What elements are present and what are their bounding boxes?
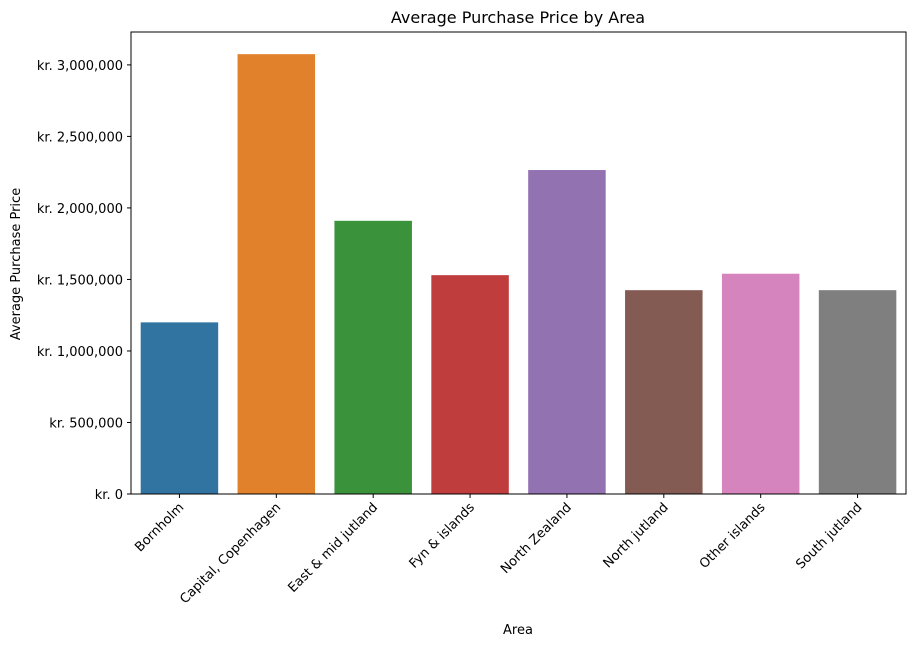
x-tick-label-8: South jutland (793, 500, 865, 572)
y-tick-label-6: kr. 2,500,000 (37, 130, 123, 145)
chart-title: Average Purchase Price by Area (391, 8, 645, 27)
x-tick-label-6: North jutland (601, 500, 672, 571)
x-tick-label-3: East & mid jutland (285, 500, 381, 596)
x-axis-title: Area (503, 623, 533, 638)
y-tick-label-3: kr. 1,000,000 (37, 345, 123, 360)
bar-1 (140, 322, 219, 494)
y-tick-label-7: kr. 3,000,000 (37, 59, 123, 74)
y-tick-label-5: kr. 2,000,000 (37, 202, 123, 217)
bar-6 (625, 290, 703, 494)
y-axis-title: Average Purchase Price (9, 188, 24, 340)
x-tick-label-7: Other islands (697, 500, 769, 572)
bar-4 (431, 275, 509, 494)
bar-7 (721, 273, 800, 494)
bar-3 (334, 220, 412, 495)
x-tick-label-4: Fyn & islands (407, 500, 478, 571)
x-tick-label-5: North Zealand (498, 500, 575, 577)
bar-5 (528, 170, 606, 494)
bar-8 (818, 290, 897, 494)
y-tick-label-4: kr. 1,500,000 (37, 273, 123, 288)
y-tick-label-2: kr. 500,000 (49, 416, 123, 431)
bar-2 (237, 54, 316, 494)
plot-frame (130, 31, 907, 495)
x-tick-label-2: Capital, Copenhagen (177, 500, 284, 607)
y-tick-label-1: kr. 0 (95, 488, 123, 503)
x-tick-label-1: Bornholm (132, 500, 187, 555)
